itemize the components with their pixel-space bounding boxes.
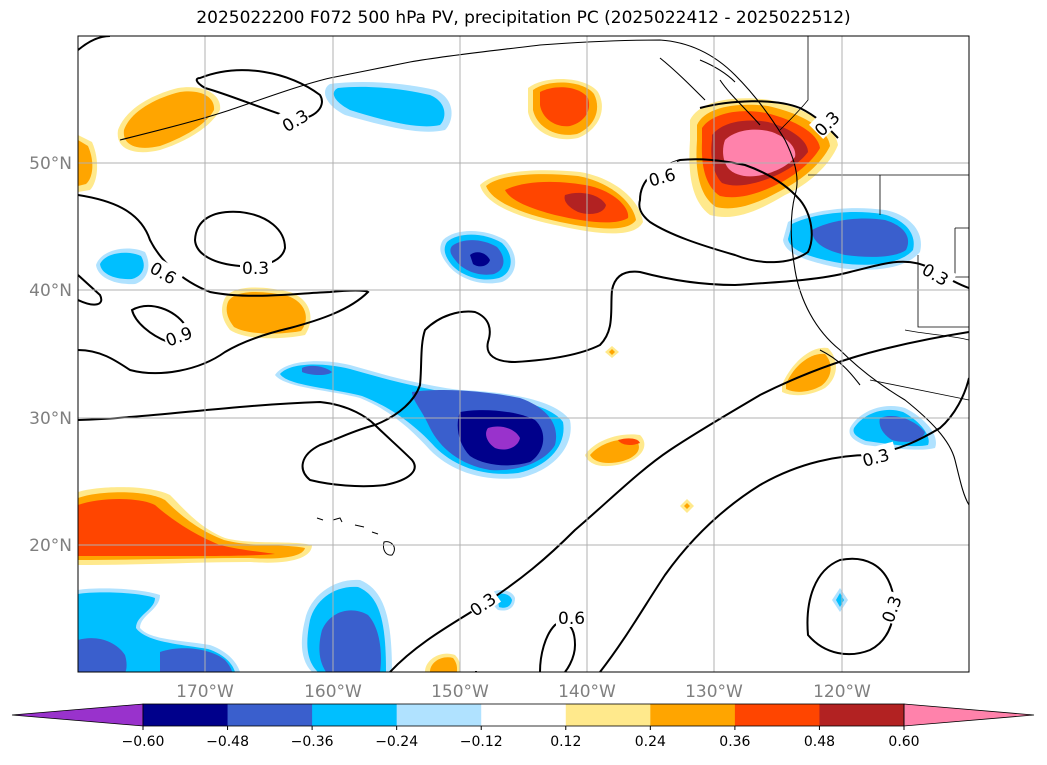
gridlines	[78, 36, 969, 672]
precipitation-shading: 0.3 0.3 0.6 0.9 0.6 0.3 0.3 0.3 0.3 0.6 …	[78, 36, 969, 672]
colorbar-tick-label: −0.24	[375, 734, 418, 750]
contour-label: 0.3	[242, 259, 269, 279]
colorbar-segment	[565, 704, 651, 726]
lon-label: 160°W	[304, 682, 362, 702]
colorbar-segment	[396, 704, 482, 726]
colorbar-segment	[312, 704, 398, 726]
borders	[779, 36, 969, 401]
colorbar-tick-label: −0.36	[291, 734, 334, 750]
hawaii-islands	[316, 517, 395, 556]
lat-label: 40°N	[29, 281, 72, 301]
colorbar-tick-label: 0.24	[635, 734, 666, 750]
colorbar-tick-label: 0.12	[550, 734, 581, 750]
colorbar: −0.60 −0.48 −0.36 −0.24 −0.12 0.12 0.24 0.36 0.4…	[11, 703, 1035, 750]
latitude-labels: 50°N 40°N 30°N 20°N	[29, 154, 72, 556]
lon-label: 120°W	[813, 682, 871, 702]
colorbar-tick-label: −0.48	[206, 734, 249, 750]
lat-label: 50°N	[29, 154, 72, 174]
lon-label: 150°W	[431, 682, 489, 702]
colorbar-tick-label: 0.48	[804, 734, 835, 750]
colorbar-segment	[734, 704, 820, 726]
map-title: 2025022200 F072 500 hPa PV, precipitatio…	[196, 8, 851, 28]
lat-label: 20°N	[29, 536, 72, 556]
colorbar-frame	[142, 703, 905, 727]
contour-label: 0.6	[558, 609, 585, 629]
colorbar-tick-label: 0.36	[719, 734, 750, 750]
lon-label: 130°W	[685, 682, 743, 702]
lon-label: 170°W	[176, 682, 234, 702]
colorbar-tick-label: −0.12	[460, 734, 503, 750]
plot-frame	[77, 35, 970, 673]
colorbar-segment	[143, 704, 229, 726]
colorbar-tick-label: −0.60	[122, 734, 165, 750]
lat-label: 30°N	[29, 409, 72, 429]
colorbar-segment	[227, 704, 313, 726]
colorbar-segment	[481, 704, 567, 726]
longitude-labels: 170°W 160°W 150°W 140°W 130°W 120°W	[176, 682, 871, 702]
colorbar-extend-low	[11, 703, 144, 727]
pv-contours	[78, 36, 969, 672]
colorbar-extend-high	[903, 703, 1035, 727]
colorbar-tick-label: 0.60	[888, 734, 919, 750]
colorbar-segment	[819, 704, 905, 726]
lon-label: 140°W	[558, 682, 616, 702]
colorbar-segment	[650, 704, 736, 726]
